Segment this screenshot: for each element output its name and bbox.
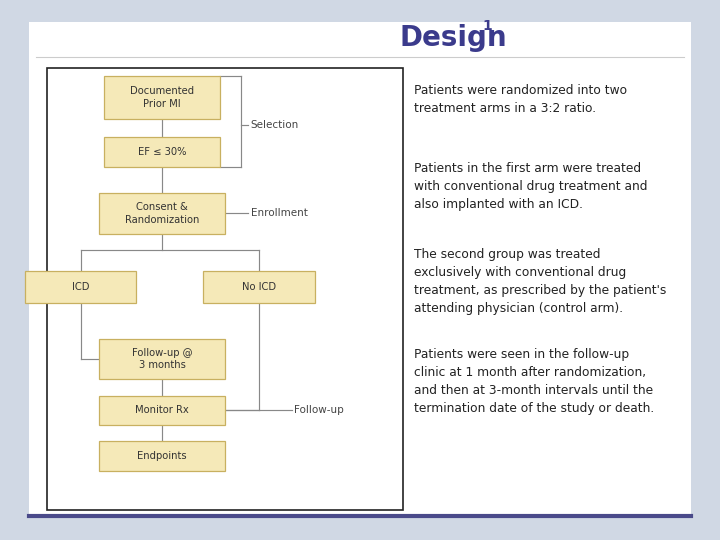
FancyBboxPatch shape: [47, 68, 403, 510]
Text: Patients were seen in the follow-up
clinic at 1 month after randomization,
and t: Patients were seen in the follow-up clin…: [414, 348, 654, 415]
FancyBboxPatch shape: [99, 193, 225, 233]
Text: 1: 1: [482, 19, 492, 33]
Text: Enrollment: Enrollment: [251, 208, 307, 218]
FancyBboxPatch shape: [104, 137, 220, 167]
Text: Documented
Prior MI: Documented Prior MI: [130, 86, 194, 109]
Text: Monitor Rx: Monitor Rx: [135, 406, 189, 415]
Text: Endpoints: Endpoints: [138, 451, 186, 461]
Text: No ICD: No ICD: [242, 282, 276, 292]
Text: Consent &
Randomization: Consent & Randomization: [125, 202, 199, 225]
Text: Patients were randomized into two
treatment arms in a 3:2 ratio.: Patients were randomized into two treatm…: [414, 84, 627, 114]
Text: Patients in the first arm were treated
with conventional drug treatment and
also: Patients in the first arm were treated w…: [414, 162, 647, 211]
FancyBboxPatch shape: [99, 395, 225, 426]
FancyBboxPatch shape: [99, 442, 225, 471]
Text: Follow-up @
3 months: Follow-up @ 3 months: [132, 348, 192, 370]
Text: ICD: ICD: [72, 282, 89, 292]
Text: Follow-up: Follow-up: [294, 406, 343, 415]
Text: EF ≤ 30%: EF ≤ 30%: [138, 147, 186, 157]
FancyBboxPatch shape: [99, 339, 225, 379]
FancyBboxPatch shape: [24, 271, 137, 303]
Text: Design: Design: [400, 24, 507, 52]
Text: The second group was treated
exclusively with conventional drug
treatment, as pr: The second group was treated exclusively…: [414, 248, 667, 315]
FancyBboxPatch shape: [29, 22, 691, 518]
Text: Selection: Selection: [251, 120, 299, 130]
FancyBboxPatch shape: [104, 76, 220, 119]
FancyBboxPatch shape: [203, 271, 315, 303]
